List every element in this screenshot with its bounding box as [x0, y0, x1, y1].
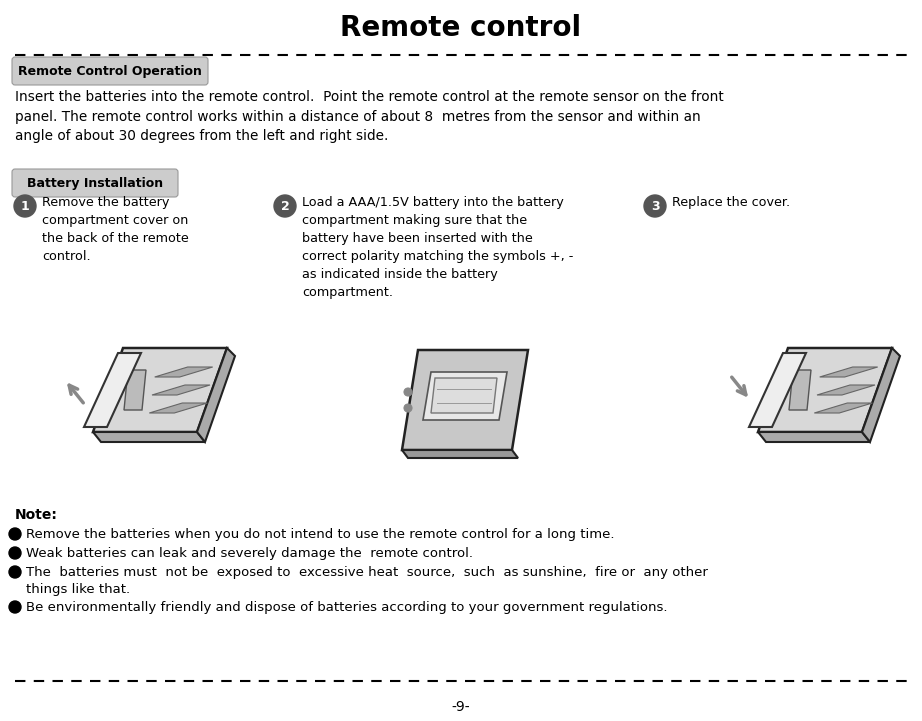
Polygon shape [749, 353, 806, 427]
Circle shape [404, 404, 412, 412]
Text: 1: 1 [20, 200, 30, 213]
Polygon shape [789, 370, 811, 410]
Text: Note:: Note: [15, 508, 58, 522]
Text: Remove the battery
compartment cover on
the back of the remote
control.: Remove the battery compartment cover on … [42, 196, 189, 263]
Polygon shape [758, 348, 892, 432]
Polygon shape [124, 370, 146, 410]
Text: Load a AAA/1.5V battery into the battery
compartment making sure that the
batter: Load a AAA/1.5V battery into the battery… [302, 196, 573, 299]
Polygon shape [155, 367, 213, 377]
Text: Be environmentally friendly and dispose of batteries according to your governmen: Be environmentally friendly and dispose … [26, 601, 668, 614]
Polygon shape [423, 372, 507, 420]
Polygon shape [817, 385, 875, 395]
Text: 3: 3 [651, 200, 659, 213]
Text: Insert the batteries into the remote control.  Point the remote control at the r: Insert the batteries into the remote con… [15, 90, 724, 143]
Polygon shape [93, 348, 227, 432]
Circle shape [9, 601, 21, 613]
FancyBboxPatch shape [12, 57, 208, 85]
Text: Weak batteries can leak and severely damage the  remote control.: Weak batteries can leak and severely dam… [26, 547, 473, 560]
Polygon shape [149, 403, 207, 413]
Text: Battery Installation: Battery Installation [27, 177, 163, 190]
Circle shape [9, 566, 21, 578]
Circle shape [274, 195, 296, 217]
Polygon shape [402, 350, 528, 450]
Polygon shape [758, 432, 870, 442]
Text: The  batteries must  not be  exposed to  excessive heat  source,  such  as sunsh: The batteries must not be exposed to exc… [26, 566, 708, 596]
Circle shape [14, 195, 36, 217]
Circle shape [644, 195, 666, 217]
Polygon shape [431, 378, 497, 413]
Text: Remote control: Remote control [340, 14, 582, 42]
Polygon shape [93, 432, 205, 442]
Polygon shape [402, 450, 518, 458]
Polygon shape [152, 385, 210, 395]
Text: Remote Control Operation: Remote Control Operation [18, 64, 202, 77]
Polygon shape [862, 348, 900, 442]
Polygon shape [820, 367, 878, 377]
Text: Replace the cover.: Replace the cover. [672, 196, 790, 209]
Text: -9-: -9- [452, 700, 470, 714]
Circle shape [9, 547, 21, 559]
Circle shape [404, 388, 412, 396]
Polygon shape [84, 353, 141, 427]
Text: Remove the batteries when you do not intend to use the remote control for a long: Remove the batteries when you do not int… [26, 528, 614, 541]
Text: 2: 2 [280, 200, 290, 213]
Polygon shape [197, 348, 235, 442]
FancyBboxPatch shape [12, 169, 178, 197]
Circle shape [9, 528, 21, 540]
Polygon shape [814, 403, 872, 413]
